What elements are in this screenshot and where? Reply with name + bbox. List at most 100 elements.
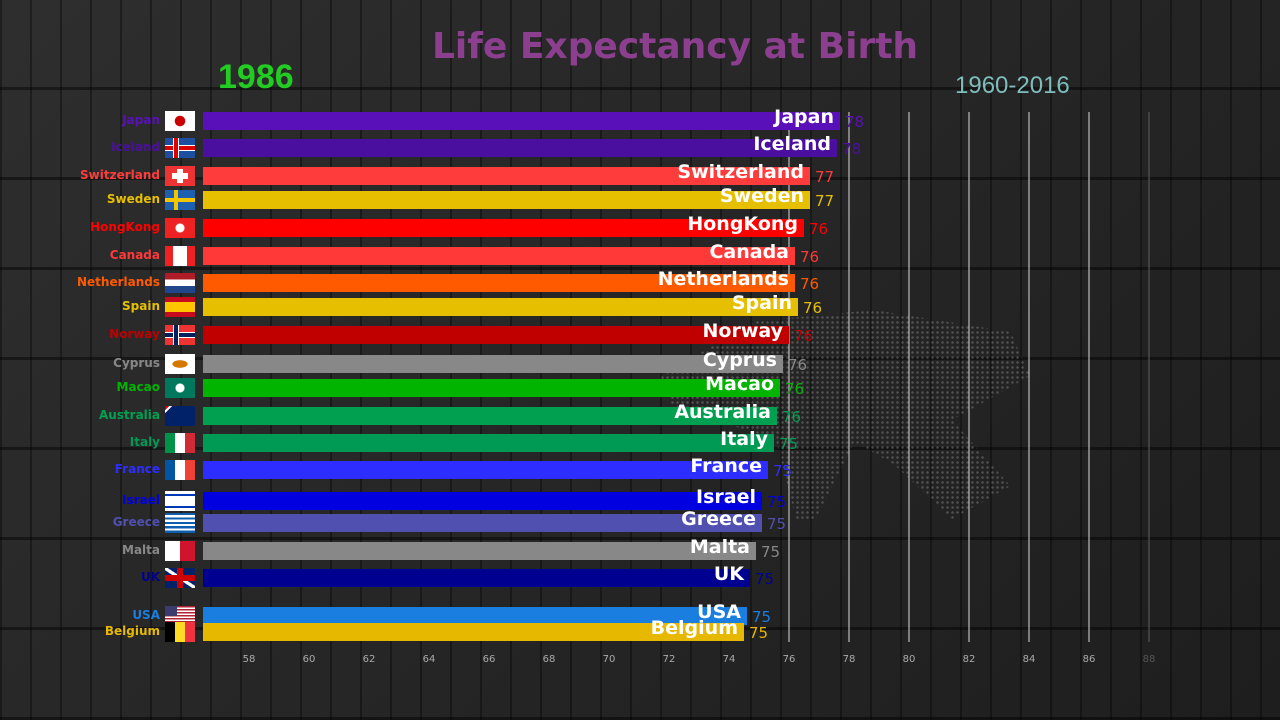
bar-name-label: Japan — [774, 106, 834, 128]
bar-name-label: Greece — [681, 508, 756, 530]
bar-value-label: 75 — [779, 435, 799, 453]
bar-value-label: 76 — [794, 327, 814, 345]
chart-title: Life Expectancy at Birth — [431, 26, 919, 67]
bar-netherlands — [203, 274, 795, 292]
flag-icon-switzerland — [165, 166, 195, 186]
bar-hongkong — [203, 219, 804, 237]
bar-uk — [203, 569, 750, 587]
bar-usa — [203, 607, 747, 625]
bar-australia — [203, 407, 777, 425]
x-tick-label: 64 — [423, 654, 436, 665]
year-label: 1986 — [218, 58, 294, 96]
bar-name-label: Spain — [731, 292, 792, 314]
bar-value-label: 76 — [785, 380, 805, 398]
bar-iceland — [203, 139, 837, 157]
bar-value-label: 76 — [803, 299, 823, 317]
x-tick-label: 84 — [1023, 654, 1036, 665]
flag-icon-canada — [165, 246, 195, 266]
country-label-belgium: Belgium — [104, 624, 160, 638]
x-tick-label: 76 — [783, 654, 796, 665]
country-label-usa: USA — [132, 608, 160, 622]
x-tick-label: 58 — [243, 654, 256, 665]
bar-value-label: 75 — [767, 515, 787, 533]
x-tick-label: 72 — [663, 654, 676, 665]
flag-icon-usa — [165, 606, 195, 626]
bar-cyprus — [203, 355, 783, 373]
bar-name-label: Belgium — [650, 617, 738, 639]
bar-value-label: 75 — [767, 493, 787, 511]
bar-name-label: Canada — [709, 241, 789, 263]
bar-greece — [203, 514, 762, 532]
country-label-uk: UK — [140, 570, 160, 584]
flag-icon-netherlands — [165, 273, 195, 293]
country-label-spain: Spain — [122, 299, 160, 313]
bar-name-label: Macao — [705, 373, 774, 395]
bar-name-label: UK — [713, 563, 744, 585]
flag-icon-uk — [165, 568, 195, 588]
bar-name-label: Malta — [689, 536, 750, 558]
bar-norway — [203, 326, 789, 344]
bar-value-label: 75 — [749, 624, 769, 642]
flag-icon-australia — [165, 406, 195, 426]
bar-name-label: Sweden — [719, 185, 804, 207]
bar-value-label: 76 — [809, 220, 829, 238]
bar-value-label: 75 — [752, 608, 772, 626]
flag-icon-cyprus — [165, 354, 195, 374]
x-tick-label: 86 — [1083, 654, 1096, 665]
flag-icon-malta — [165, 541, 195, 561]
bar-value-label: 76 — [788, 356, 808, 374]
bar-japan — [203, 112, 840, 130]
country-label-australia: Australia — [98, 408, 160, 422]
flag-icon-france — [165, 460, 195, 480]
x-tick-label: 70 — [603, 654, 616, 665]
country-label-hongkong: HongKong — [90, 220, 160, 234]
country-label-norway: Norway — [109, 327, 160, 341]
bar-value-label: 76 — [800, 248, 820, 266]
bar-name-label: Switzerland — [677, 161, 804, 183]
bar-switzerland — [203, 167, 810, 185]
bar-value-label: 76 — [800, 275, 820, 293]
country-label-france: France — [114, 462, 160, 476]
country-label-iceland: Iceland — [110, 140, 160, 154]
bar-name-label: Cyprus — [702, 349, 777, 371]
country-label-malta: Malta — [122, 543, 160, 557]
flag-icon-iceland — [165, 138, 195, 158]
bar-value-label: 78 — [842, 140, 862, 158]
bar-name-label: Iceland — [753, 133, 831, 155]
x-tick-label: 80 — [903, 654, 916, 665]
country-label-macao: Macao — [116, 380, 161, 394]
bar-belgium — [203, 623, 744, 641]
bar-value-label: 75 — [755, 570, 775, 588]
bar-italy — [203, 434, 774, 452]
country-label-israel: Israel — [122, 493, 160, 507]
bar-name-label: USA — [697, 601, 741, 623]
country-label-netherlands: Netherlands — [76, 275, 160, 289]
bar-israel — [203, 492, 762, 510]
flag-icon-israel — [165, 491, 195, 511]
bar-france — [203, 461, 768, 479]
period-label: 1960-2016 — [955, 72, 1070, 99]
flag-icon-spain — [165, 297, 195, 317]
bar-value-label: 77 — [815, 192, 835, 210]
bar-name-label: Italy — [720, 428, 768, 450]
bar-value-label: 77 — [815, 168, 835, 186]
bar-name-label: Australia — [674, 401, 771, 423]
country-label-greece: Greece — [112, 515, 160, 529]
x-tick-label: 78 — [843, 654, 856, 665]
x-tick-label: 68 — [543, 654, 556, 665]
country-label-canada: Canada — [109, 248, 160, 262]
bar-value-label: 78 — [845, 113, 865, 131]
bar-canada — [203, 247, 795, 265]
flag-icon-macao — [165, 378, 195, 398]
flag-icon-belgium — [165, 622, 195, 642]
bar-value-label: 75 — [773, 462, 793, 480]
x-tick-label: 62 — [363, 654, 376, 665]
x-tick-label: 74 — [723, 654, 736, 665]
country-label-sweden: Sweden — [106, 192, 160, 206]
flag-icon-sweden — [165, 190, 195, 210]
bar-name-label: Israel — [696, 486, 756, 508]
country-label-italy: Italy — [129, 435, 160, 449]
bar-name-label: Norway — [702, 320, 784, 342]
bar-spain — [203, 298, 798, 316]
bar-sweden — [203, 191, 810, 209]
